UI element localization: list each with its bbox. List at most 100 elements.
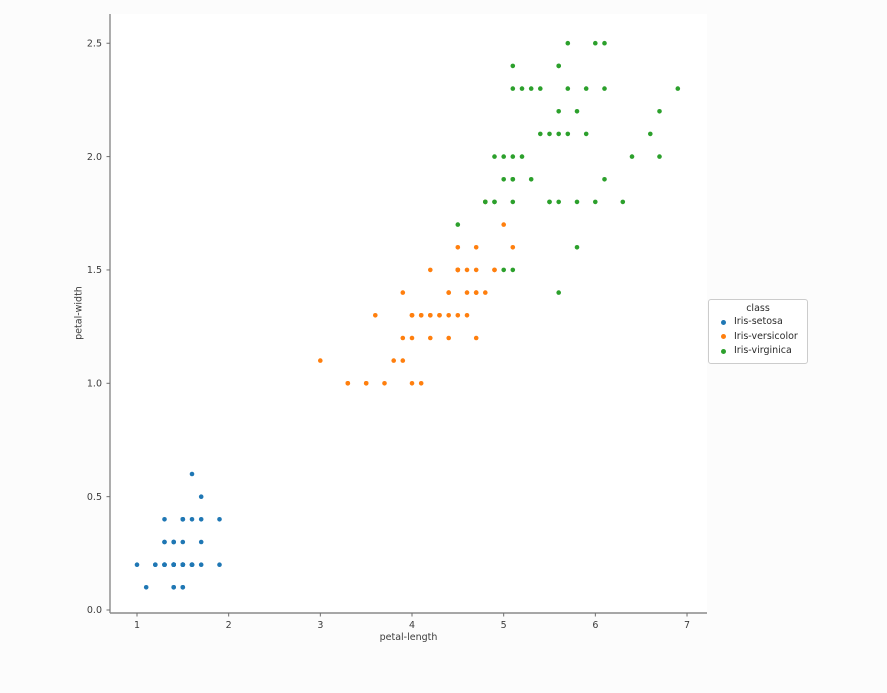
scatter-point <box>565 131 571 137</box>
legend-item: Iris-versicolor <box>714 330 802 345</box>
scatter-point <box>409 381 415 386</box>
scatter-point <box>162 539 167 545</box>
scatter-point <box>602 86 607 91</box>
scatter-point <box>400 358 406 363</box>
scatter-point <box>519 154 525 159</box>
scatter-point <box>189 471 195 477</box>
scatter-point <box>446 335 452 341</box>
scatter-point <box>198 517 204 522</box>
scatter-point <box>501 177 507 182</box>
y-axis-label: petal-width <box>73 286 85 340</box>
scatter-point <box>464 267 470 273</box>
x-tick-label: 4 <box>409 620 415 631</box>
scatter-point <box>391 358 397 363</box>
scatter-point <box>602 40 607 46</box>
scatter-point <box>547 199 552 205</box>
scatter-point <box>510 267 516 273</box>
scatter-point <box>593 199 598 205</box>
scatter-point <box>455 222 461 227</box>
scatter-point <box>556 199 561 205</box>
scatter-point <box>409 313 415 318</box>
x-tick-label: 6 <box>592 620 598 631</box>
scatter-point <box>189 562 195 567</box>
scatter-point <box>473 290 479 295</box>
x-tick-label: 3 <box>317 620 323 631</box>
legend-marker-icon <box>721 319 726 325</box>
scatter-point <box>492 154 497 159</box>
scatter-point <box>217 517 222 522</box>
legend-item-label: Iris-versicolor <box>734 330 798 342</box>
scatter-point <box>455 267 461 273</box>
scatter-point <box>583 131 589 137</box>
scatter-point <box>574 245 580 250</box>
scatter-point <box>510 63 516 69</box>
scatter-point <box>473 267 479 273</box>
legend-title: class <box>746 303 770 314</box>
scatter-point <box>492 267 497 273</box>
scatter-point <box>528 177 534 182</box>
scatter-point <box>198 494 204 500</box>
scatter-point <box>446 290 452 295</box>
scatter-point <box>657 154 662 159</box>
scatter-point <box>620 199 626 205</box>
scatter-point <box>428 313 433 318</box>
scatter-point <box>483 290 488 295</box>
scatter-point <box>556 290 561 295</box>
scatter-point <box>510 199 516 205</box>
scatter-point <box>501 267 507 273</box>
scatter-point <box>198 539 204 545</box>
scatter-point <box>510 154 516 159</box>
scatter-point <box>134 562 140 567</box>
legend-marker-icon <box>721 334 726 340</box>
legend-item: Iris-virginica <box>714 344 802 359</box>
scatter-point <box>492 199 497 205</box>
scatter-point <box>437 313 442 318</box>
scatter-point <box>519 86 525 91</box>
y-tick-label: 0.5 <box>87 492 102 503</box>
scatter-point <box>483 199 488 205</box>
scatter-point <box>501 222 507 227</box>
y-tick-label: 0.0 <box>87 605 102 616</box>
y-tick-label: 1.0 <box>87 379 102 390</box>
scatter-point <box>217 562 222 567</box>
scatter-point <box>400 335 406 341</box>
axes-area <box>110 14 707 613</box>
scatter-point <box>574 109 580 114</box>
scatter-point <box>171 539 176 545</box>
legend-marker-icon <box>721 348 726 354</box>
scatter-point <box>583 86 589 91</box>
scatter-point <box>409 335 415 341</box>
x-tick-label: 7 <box>684 620 690 631</box>
scatter-point <box>180 517 186 522</box>
scatter-point <box>675 86 681 91</box>
scatter-point <box>189 517 195 522</box>
scatter-point <box>373 313 378 318</box>
scatter-point <box>446 313 452 318</box>
scatter-point <box>648 131 653 137</box>
scatter-point <box>428 335 433 341</box>
scatter-point <box>171 585 176 590</box>
scatter-point <box>510 86 516 91</box>
scatter-point <box>547 131 552 137</box>
scatter-point <box>574 199 580 205</box>
legend-item-label: Iris-virginica <box>734 345 792 356</box>
scatter-point <box>382 381 387 386</box>
scatter-point <box>556 131 561 137</box>
scatter-point <box>162 562 167 567</box>
scatter-point <box>153 562 158 567</box>
scatter-point <box>455 313 461 318</box>
scatter-point <box>593 40 598 46</box>
legend: class Iris-setosa Iris-versicolor Iris-vir… <box>708 299 808 364</box>
scatter-point <box>171 562 176 567</box>
x-tick-label: 5 <box>501 620 507 631</box>
scatter-point <box>556 63 561 69</box>
x-tick-label: 1 <box>134 620 140 631</box>
scatter-point <box>464 290 470 295</box>
scatter-point <box>510 245 516 250</box>
scatter-point <box>473 335 479 341</box>
x-axis-label: petal-length <box>379 632 438 643</box>
legend-items: Iris-setosa Iris-versicolor Iris-virginica <box>714 315 802 359</box>
legend-item-label: Iris-setosa <box>734 316 783 327</box>
